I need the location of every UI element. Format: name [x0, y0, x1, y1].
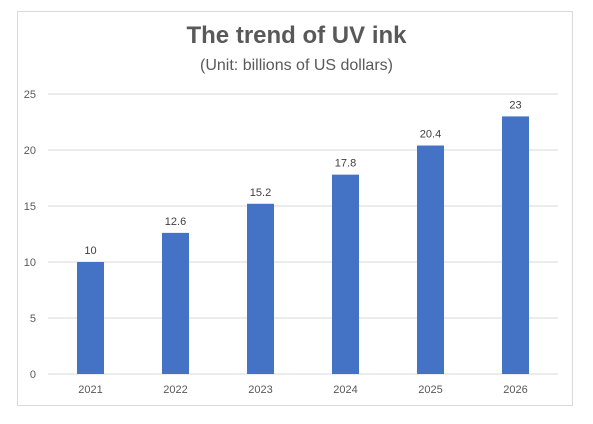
chart-title: The trend of UV ink: [186, 22, 407, 49]
x-tick-label-2023: 2023: [248, 384, 272, 396]
y-tick-label-0: 0: [30, 369, 36, 381]
y-tick-label-25: 25: [24, 89, 36, 101]
x-tick-label-2024: 2024: [333, 384, 357, 396]
y-tick-label-20: 20: [24, 145, 36, 157]
chart-frame: [17, 11, 573, 406]
x-tick-label-2022: 2022: [163, 384, 187, 396]
data-label-2026: 23: [509, 99, 521, 111]
bar-2025: [417, 145, 444, 374]
data-label-2024: 17.8: [335, 158, 356, 170]
bar-2021: [77, 262, 104, 374]
x-tick-label-2025: 2025: [418, 384, 442, 396]
bar-2024: [332, 174, 359, 374]
y-tick-label-10: 10: [24, 257, 36, 269]
y-tick-label-15: 15: [24, 201, 36, 213]
bar-2022: [162, 232, 189, 374]
data-label-2021: 10: [84, 245, 96, 257]
data-label-2025: 20.4: [420, 129, 441, 141]
x-tick-label-2021: 2021: [78, 384, 102, 396]
x-tick-label-2026: 2026: [503, 384, 527, 396]
data-label-2023: 15.2: [250, 187, 271, 199]
y-tick-label-5: 5: [30, 313, 36, 325]
chart-subtitle: (Unit: billions of US dollars): [200, 57, 393, 74]
data-label-2022: 12.6: [165, 216, 186, 228]
bar-2026: [502, 116, 529, 375]
bar-2023: [247, 203, 274, 374]
